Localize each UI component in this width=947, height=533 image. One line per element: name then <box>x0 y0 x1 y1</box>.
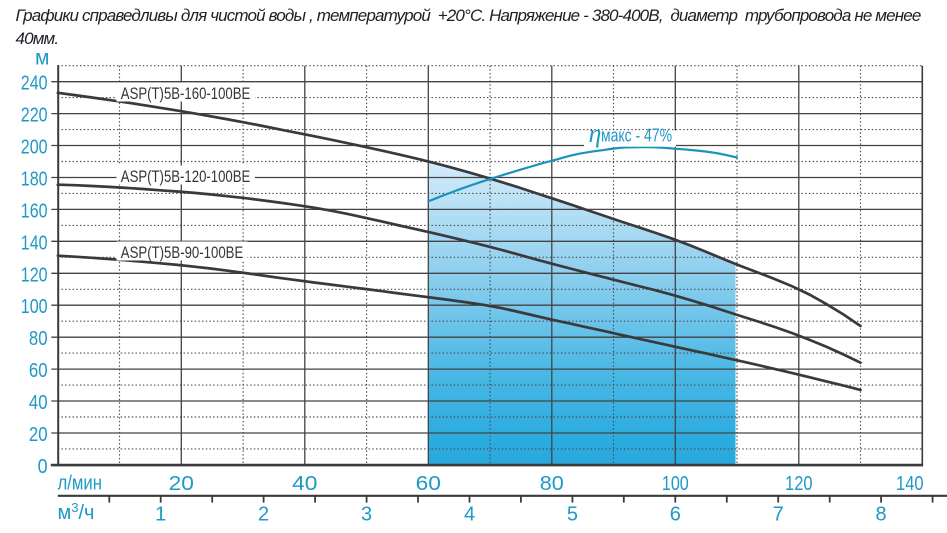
svg-text:4: 4 <box>464 503 475 525</box>
svg-text:6: 6 <box>670 503 681 525</box>
svg-text:160: 160 <box>21 200 48 222</box>
svg-text:ASP(T)5B-120-100BE: ASP(T)5B-120-100BE <box>121 167 251 186</box>
svg-text:1: 1 <box>155 503 166 525</box>
svg-text:м: м <box>35 47 49 70</box>
svg-text:60: 60 <box>416 473 441 495</box>
svg-text:ASP(T)5B-90-100BE: ASP(T)5B-90-100BE <box>121 243 244 262</box>
svg-text:140: 140 <box>21 232 48 254</box>
svg-text:м3/ч: м3/ч <box>58 500 95 524</box>
svg-text:40: 40 <box>292 473 317 495</box>
svg-text:220: 220 <box>21 105 48 127</box>
svg-text:120: 120 <box>21 264 48 286</box>
svg-text:80: 80 <box>29 328 48 350</box>
svg-text:20: 20 <box>29 424 48 446</box>
svg-text:8: 8 <box>876 503 887 525</box>
svg-text:5: 5 <box>567 503 578 525</box>
svg-text:100: 100 <box>21 296 48 318</box>
svg-text:2: 2 <box>258 503 269 525</box>
svg-text:макс - 47%: макс - 47% <box>601 126 672 146</box>
svg-text:120: 120 <box>785 473 813 495</box>
svg-text:ASP(T)5B-160-100BE: ASP(T)5B-160-100BE <box>121 84 251 103</box>
svg-text:40: 40 <box>29 392 48 414</box>
svg-text:200: 200 <box>21 137 48 159</box>
svg-text:л/мин: л/мин <box>58 472 103 494</box>
svg-text:3: 3 <box>361 503 372 525</box>
svg-text:60: 60 <box>29 360 48 382</box>
svg-text:80: 80 <box>540 473 564 495</box>
svg-text:η: η <box>589 119 602 148</box>
svg-text:140: 140 <box>896 473 924 495</box>
svg-text:0: 0 <box>38 456 48 478</box>
svg-text:100: 100 <box>662 473 689 495</box>
svg-text:180: 180 <box>21 169 48 191</box>
svg-text:240: 240 <box>21 73 48 95</box>
svg-text:7: 7 <box>773 503 784 525</box>
svg-text:20: 20 <box>169 473 194 495</box>
